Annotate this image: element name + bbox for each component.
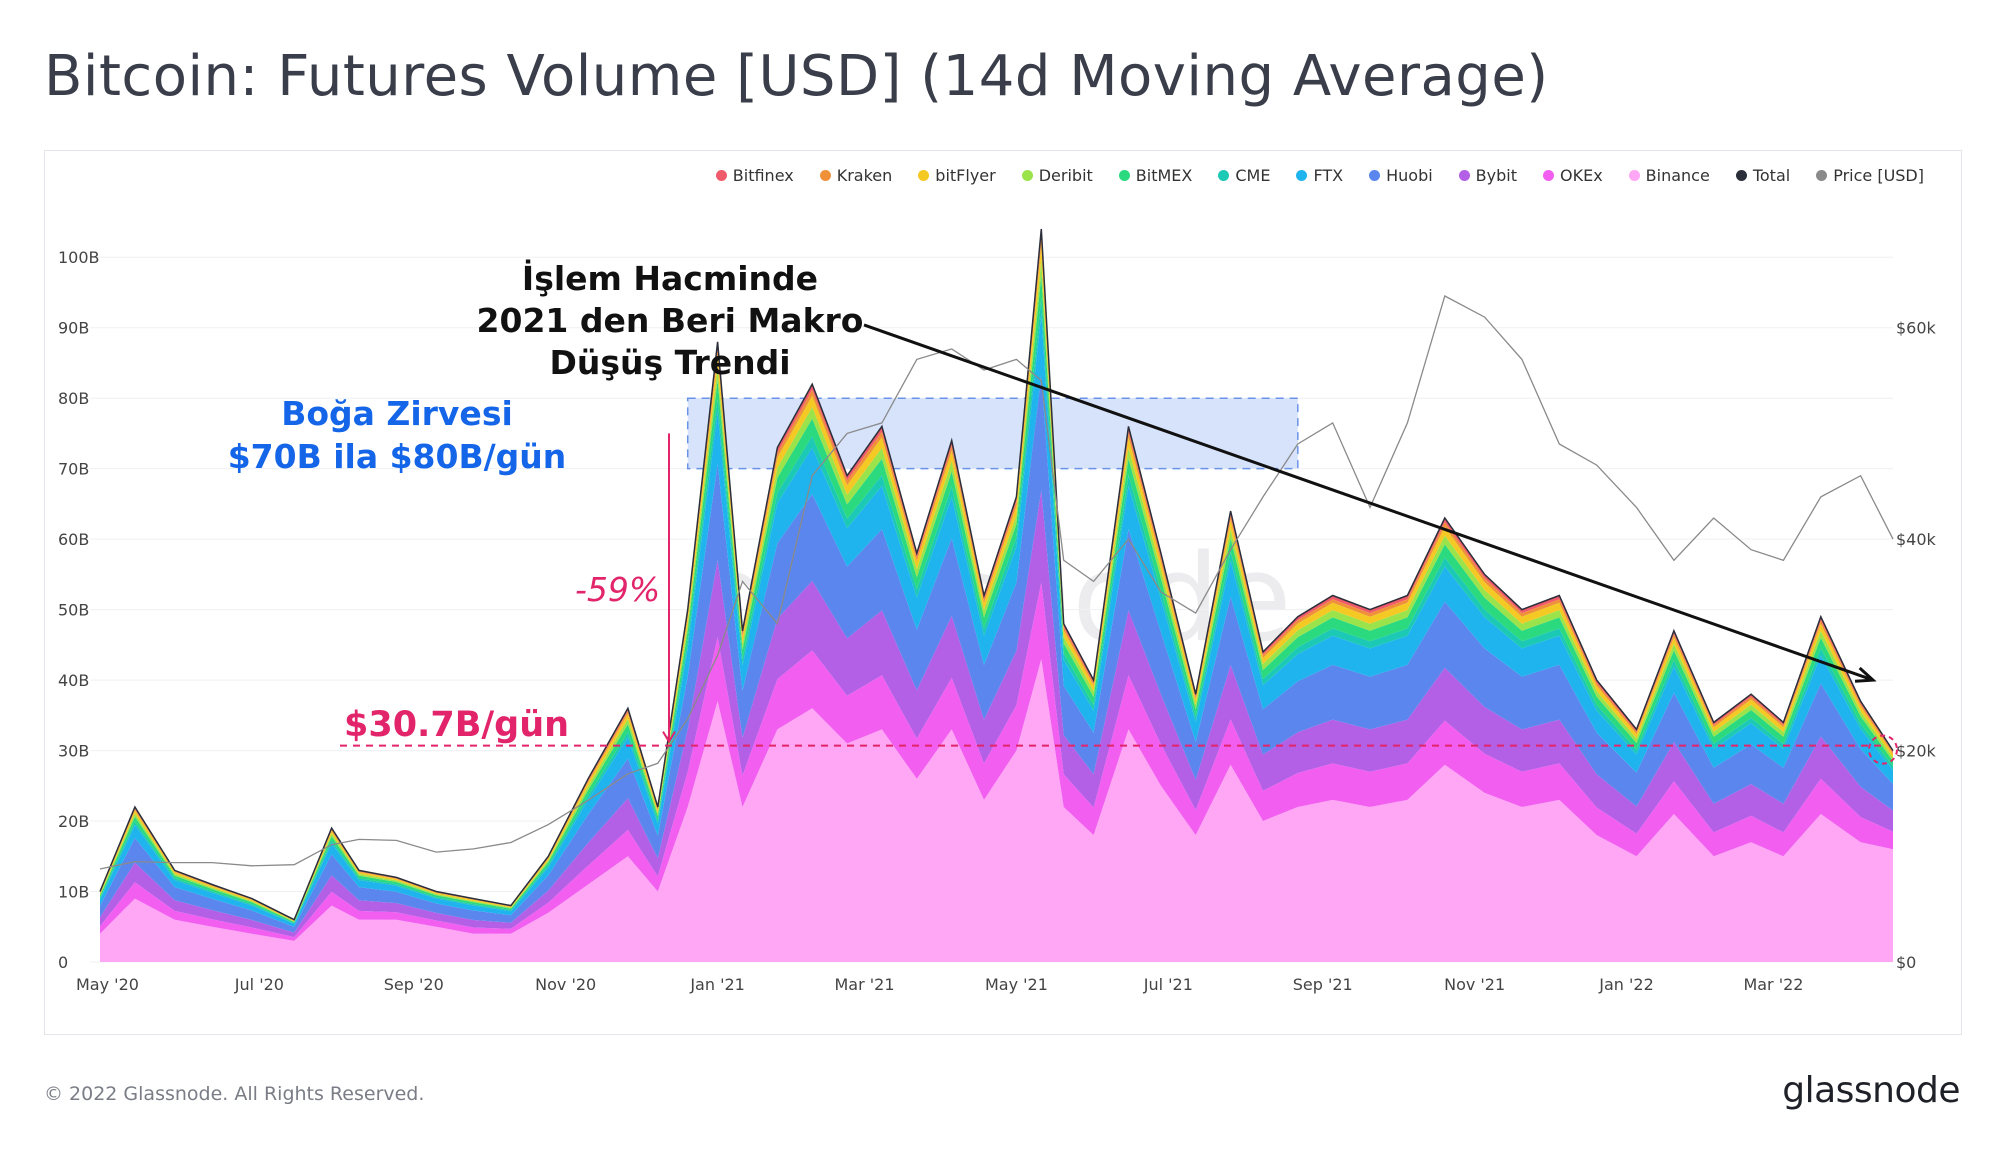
legend-dot-icon xyxy=(1543,170,1554,181)
y-left-tick-label: 0 xyxy=(58,953,68,972)
legend-label: Deribit xyxy=(1038,166,1093,185)
legend-label: BitMEX xyxy=(1135,166,1193,185)
y-left-tick-label: 50B xyxy=(58,601,89,620)
y-right-tick-label: $0 xyxy=(1896,953,1916,972)
x-tick-label: May '20 xyxy=(76,975,139,994)
legend-item[interactable]: OKEx xyxy=(1543,166,1603,185)
legend-label: Huobi xyxy=(1386,166,1433,185)
area-ftx xyxy=(100,313,1893,927)
legend-dot-icon xyxy=(1816,170,1828,181)
x-tick-label: Sep '21 xyxy=(1293,975,1353,994)
x-tick-label: May '21 xyxy=(985,975,1048,994)
x-tick-label: Nov '21 xyxy=(1444,975,1505,994)
legend-item[interactable]: FTX xyxy=(1296,166,1343,185)
legend-label: CME xyxy=(1235,166,1271,185)
legend-dot-icon xyxy=(1735,170,1747,181)
price-line xyxy=(99,295,1894,870)
chart-legend: Bitfinex Kraken bitFlyer Deribit BitMEX CME FT… xyxy=(715,166,1924,185)
legend-item[interactable]: Bybit xyxy=(1458,166,1517,185)
y-left-tick-label: 100B xyxy=(58,248,100,267)
total-line xyxy=(99,228,1894,921)
legend-dot-icon xyxy=(819,170,831,181)
legend-label: OKEx xyxy=(1560,166,1603,185)
legend-dot-icon xyxy=(918,170,930,181)
legend-dot-icon xyxy=(1218,170,1230,181)
legend-label: Price [USD] xyxy=(1833,166,1924,185)
current-level-circle xyxy=(1868,734,1898,765)
annotation-drop-percent: -59% xyxy=(575,570,661,609)
y-left-tick-label: 70B xyxy=(58,460,89,479)
legend-item[interactable]: Binance xyxy=(1628,166,1710,185)
x-tick-label: Sep '20 xyxy=(384,975,444,994)
y-left-tick-label: 40B xyxy=(58,671,89,690)
legend-dot-icon xyxy=(1296,170,1308,181)
y-left-tick-label: 30B xyxy=(58,742,89,761)
annotation-current-level: $30.7B/gün xyxy=(344,705,570,745)
drop-arrow-head xyxy=(662,731,676,744)
legend-item[interactable]: Deribit xyxy=(1021,166,1093,185)
x-tick-label: Jan '21 xyxy=(689,975,745,994)
y-left-tick-label: 10B xyxy=(58,883,89,902)
y-right-tick-label: $40k xyxy=(1896,530,1937,549)
y-left-tick-label: 60B xyxy=(58,530,89,549)
legend-label: Bitfinex xyxy=(732,166,794,185)
legend-item[interactable]: Kraken xyxy=(819,166,893,185)
legend-dot-icon xyxy=(1458,170,1470,181)
trend-line xyxy=(863,323,1874,682)
legend-dot-icon xyxy=(715,170,727,181)
area-bybit xyxy=(100,490,1893,938)
area-okex xyxy=(100,582,1893,941)
legend-label: Total xyxy=(1752,166,1791,185)
annotation-peak: Boğa Zirvesi $70B ila $80B/gün xyxy=(212,392,582,478)
x-tick-label: Mar '22 xyxy=(1743,975,1803,994)
page-title: Bitcoin: Futures Volume [USD] (14d Movin… xyxy=(44,44,1549,109)
x-tick-label: Mar '21 xyxy=(834,975,894,994)
copyright-text: © 2022 Glassnode. All Rights Reserved. xyxy=(44,1083,425,1105)
legend-label: Kraken xyxy=(836,166,893,185)
y-left-tick-label: 80B xyxy=(58,389,89,408)
annotation-peak-line2: $70B ila $80B/gün xyxy=(227,437,567,476)
annotation-trend-line1: İşlem Hacminde xyxy=(521,259,819,298)
area-binance xyxy=(100,659,1893,962)
legend-dot-icon xyxy=(1118,170,1130,181)
x-tick-label: Jul '20 xyxy=(234,975,284,994)
legend-item[interactable]: Huobi xyxy=(1369,166,1433,185)
legend-item[interactable]: Total xyxy=(1735,166,1791,185)
legend-label: Bybit xyxy=(1475,166,1517,185)
legend-dot-icon xyxy=(1628,170,1640,181)
annotation-peak-line1: Boğa Zirvesi xyxy=(281,394,513,433)
x-tick-label: Jan '22 xyxy=(1598,975,1654,994)
area-huobi xyxy=(100,374,1893,933)
y-right-tick-label: $60k xyxy=(1896,319,1937,338)
x-tick-label: Jul '21 xyxy=(1143,975,1193,994)
legend-dot-icon xyxy=(1369,170,1381,181)
annotation-trend-line2: 2021 den Beri Makro Düşüş Trendi xyxy=(476,301,864,382)
legend-item[interactable]: bitFlyer xyxy=(918,166,996,185)
legend-label: bitFlyer xyxy=(935,166,996,185)
y-left-tick-label: 90B xyxy=(58,319,89,338)
legend-dot-icon xyxy=(1021,170,1033,181)
legend-item[interactable]: CME xyxy=(1218,166,1270,185)
legend-item[interactable]: Bitfinex xyxy=(715,166,794,185)
y-right-tick-label: $20k xyxy=(1896,742,1937,761)
glassnode-logo[interactable]: glassnode xyxy=(1782,1070,1960,1111)
annotation-trend: İşlem Hacminde 2021 den Beri Makro Düşüş… xyxy=(420,258,920,384)
x-tick-label: Nov '20 xyxy=(535,975,596,994)
legend-label: Binance xyxy=(1645,166,1710,185)
trend-arrow-head xyxy=(1854,666,1877,683)
legend-item[interactable]: BitMEX xyxy=(1118,166,1193,185)
legend-item[interactable]: Price [USD] xyxy=(1816,166,1924,185)
legend-label: FTX xyxy=(1313,166,1344,185)
y-left-tick-label: 20B xyxy=(58,812,89,831)
